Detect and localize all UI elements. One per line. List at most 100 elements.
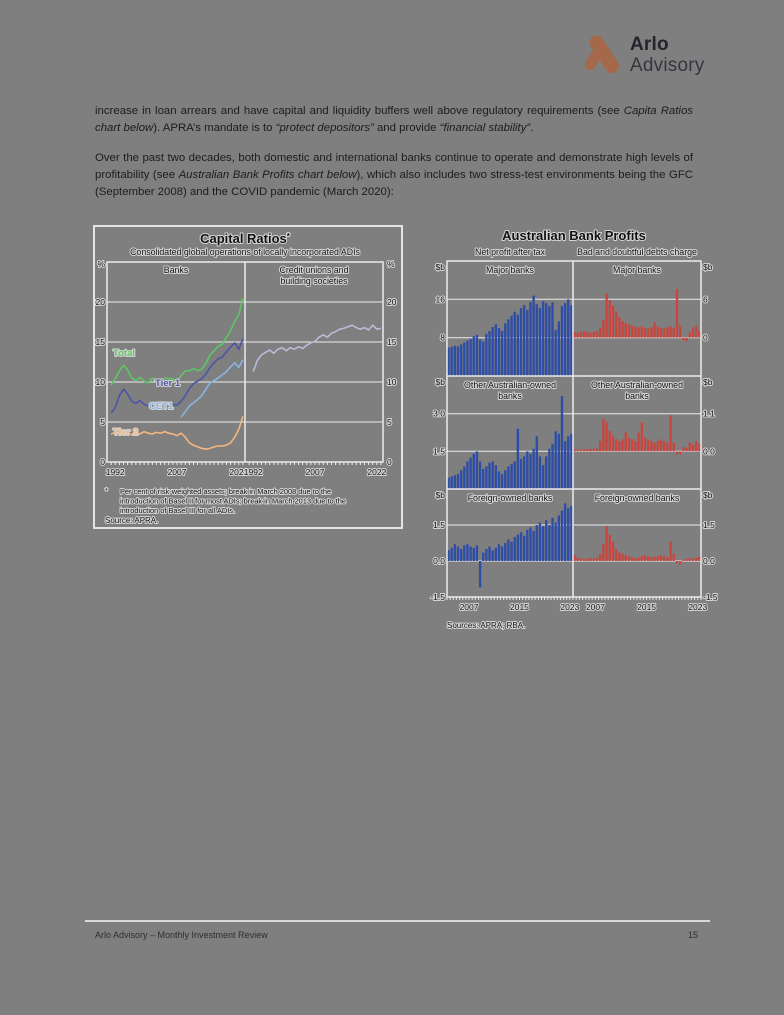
footnote-line: introduction of Basel III for all ADIs. xyxy=(120,506,235,515)
panel-label: banks xyxy=(625,391,649,401)
y-tick-label: 6 xyxy=(703,294,708,304)
logo-wordmark: Arlo Advisory xyxy=(630,35,704,75)
series-label: Tier 2 xyxy=(113,427,138,438)
x-tick-label: 2015 xyxy=(510,602,529,612)
australian-bank-profits-chart: $b $b 8 16 0 6 Major banks Major banks $b $b 1.5 3.… xyxy=(429,227,719,631)
chart-subtitle: Consolidated global operations of locall… xyxy=(130,247,360,257)
y-tick-label: 0.0 xyxy=(433,556,445,566)
y-tick-label: 3.0 xyxy=(433,409,445,419)
panel-label: Major banks xyxy=(613,265,662,275)
x-tick-label: 2022 xyxy=(367,467,386,477)
y-tick-label: 0 xyxy=(387,457,392,467)
bars-major-banks-net-profit xyxy=(447,295,573,377)
australian-bank-profits-figure: $b $b 8 16 0 6 Major banks Major banks $b $b 1.5 3.… xyxy=(425,227,721,638)
footnote-marker: * xyxy=(105,488,108,495)
y-tick-label: 10 xyxy=(387,377,397,387)
series-tier-1 xyxy=(110,338,244,414)
x-tick-label: 2007 xyxy=(460,602,479,612)
text-segment: increase in loan arrears and have capita… xyxy=(95,105,624,117)
y-tick-label: 15 xyxy=(96,337,106,347)
footnote-line: introduction of Basel II for most ADIs; … xyxy=(120,497,346,506)
y-tick-label: 20 xyxy=(96,297,106,307)
chart-source: Source: APRA. xyxy=(105,516,158,525)
x-tick-label: 2023 xyxy=(688,602,707,612)
y-tick-label: 1.5 xyxy=(703,520,715,530)
panel-label: Other Australian-owned xyxy=(464,380,556,390)
text-segment: and provide xyxy=(373,122,440,134)
panel-label: Credit unions and xyxy=(280,265,349,275)
capital-ratios-figure: %% 0 0 5 5 10 10 15 15 20 20 Banks 1992 2007 2022 Credi… xyxy=(93,225,403,529)
arlo-logo-mark-icon xyxy=(583,30,623,79)
footer-document-title: Arlo Advisory – Monthly Investment Revie… xyxy=(95,930,268,940)
panel-label: Other Australian-owned xyxy=(591,380,683,390)
text-segment: . xyxy=(530,122,534,134)
capital-ratios-chart: % % 0 0 5 5 10 10 15 15 20 20 Banks 1992 2007 2022 Credi… xyxy=(93,225,403,529)
y-axis-unit-right: % xyxy=(387,259,395,269)
y-tick-label: 20 xyxy=(387,297,397,307)
series-total xyxy=(110,297,244,386)
bars-major-banks-bad-debts xyxy=(573,289,701,342)
text-segment: ). APRA’s mandate is to xyxy=(153,122,276,134)
x-tick-label: 2007 xyxy=(306,467,325,477)
y-axis-unit-left: $b xyxy=(436,377,446,387)
x-tick-label: 2007 xyxy=(168,467,187,477)
paragraph-capital-buffers: increase in loan arrears and have capita… xyxy=(95,103,693,137)
body-copy: increase in loan arrears and have capita… xyxy=(95,103,693,214)
y-tick-label: 1.5 xyxy=(433,520,445,530)
series-credit-unions-and-building-societies xyxy=(252,324,382,372)
plot-border xyxy=(446,260,702,598)
footer-page-number: 15 xyxy=(688,930,699,940)
x-tick-label: 2007 xyxy=(586,602,605,612)
paragraph-profitability: Over the past two decades, both domestic… xyxy=(95,150,693,201)
y-axis-unit-left: $b xyxy=(436,262,446,272)
x-tick-label: 1992 xyxy=(244,467,263,477)
bars-other-banks-bad-debts xyxy=(573,415,701,455)
y-axis-unit-left: $b xyxy=(436,490,446,500)
panel-label: building societies xyxy=(281,276,349,286)
y-tick-label: 0.0 xyxy=(703,556,715,566)
column-subtitle-left: Net profit after tax xyxy=(475,247,546,257)
y-tick-label: 1.5 xyxy=(433,446,445,456)
footer-divider xyxy=(85,920,710,922)
arlo-advisory-logo: Arlo Advisory xyxy=(583,30,704,79)
y-tick-label: 0 xyxy=(703,333,708,343)
logo-word-advisory: Advisory xyxy=(630,54,705,76)
text-segment: ), which also includes two stress-test e… xyxy=(95,169,694,198)
text-segment: Over the past two decades, both domestic… xyxy=(95,152,693,181)
y-tick-label: 0.0 xyxy=(703,446,715,456)
x-tick-label: 2015 xyxy=(637,602,656,612)
x-tick-label: 2022 xyxy=(229,467,248,477)
y-tick-label: -1.5 xyxy=(430,592,445,602)
panel-label: Foreign-owned banks xyxy=(595,493,680,503)
y-axis-unit-right: $b xyxy=(703,490,713,500)
panel-label: banks xyxy=(498,391,522,401)
series-label: CET1 xyxy=(149,401,174,412)
y-tick-label: 1.1 xyxy=(703,409,715,419)
footnote-line: Per cent of risk-weighted assets; break … xyxy=(120,487,331,496)
bars-foreign-banks-bad-debts xyxy=(573,526,701,565)
y-axis-unit-right: $b xyxy=(703,262,713,272)
series-label: Total xyxy=(113,348,135,359)
text-segment: “financial stability” xyxy=(439,122,531,134)
panel-label: Banks xyxy=(164,265,189,275)
x-tick-label: 2023 xyxy=(560,602,579,612)
y-tick-label: -1.5 xyxy=(703,592,718,602)
y-tick-label: 5 xyxy=(100,417,105,427)
x-tick-label: 1992 xyxy=(106,467,125,477)
series-label: Tier 1 xyxy=(155,378,181,389)
y-axis-unit-left: % xyxy=(97,259,105,269)
chart-title: Capital Ratios* xyxy=(200,231,291,246)
y-axis-unit-right: $b xyxy=(703,377,713,387)
panel-label: Foreign-owned banks xyxy=(468,493,553,503)
y-tick-label: 15 xyxy=(387,337,397,347)
chart-source: Sources: APRA; RBA. xyxy=(447,621,525,630)
text-segment: Australian Bank Profits chart below xyxy=(178,169,357,181)
bars-other-banks-net-profit xyxy=(447,396,573,489)
column-subtitle-right: Bad and doubtful debts charge xyxy=(577,247,697,257)
panel-label: Major banks xyxy=(486,265,535,275)
figure-frame xyxy=(93,225,403,529)
y-tick-label: 8 xyxy=(440,333,445,343)
y-tick-label: 0 xyxy=(100,457,105,467)
y-tick-label: 10 xyxy=(96,377,106,387)
